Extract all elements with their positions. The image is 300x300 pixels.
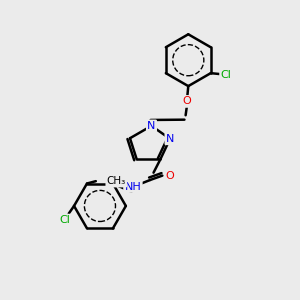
Text: CH₃: CH₃ <box>107 176 126 186</box>
Text: N: N <box>166 134 174 144</box>
Text: O: O <box>166 171 174 181</box>
Text: NH: NH <box>124 182 141 191</box>
Text: N: N <box>147 121 156 131</box>
Text: Cl: Cl <box>220 70 232 80</box>
Text: Cl: Cl <box>60 215 70 225</box>
Text: O: O <box>182 96 191 106</box>
